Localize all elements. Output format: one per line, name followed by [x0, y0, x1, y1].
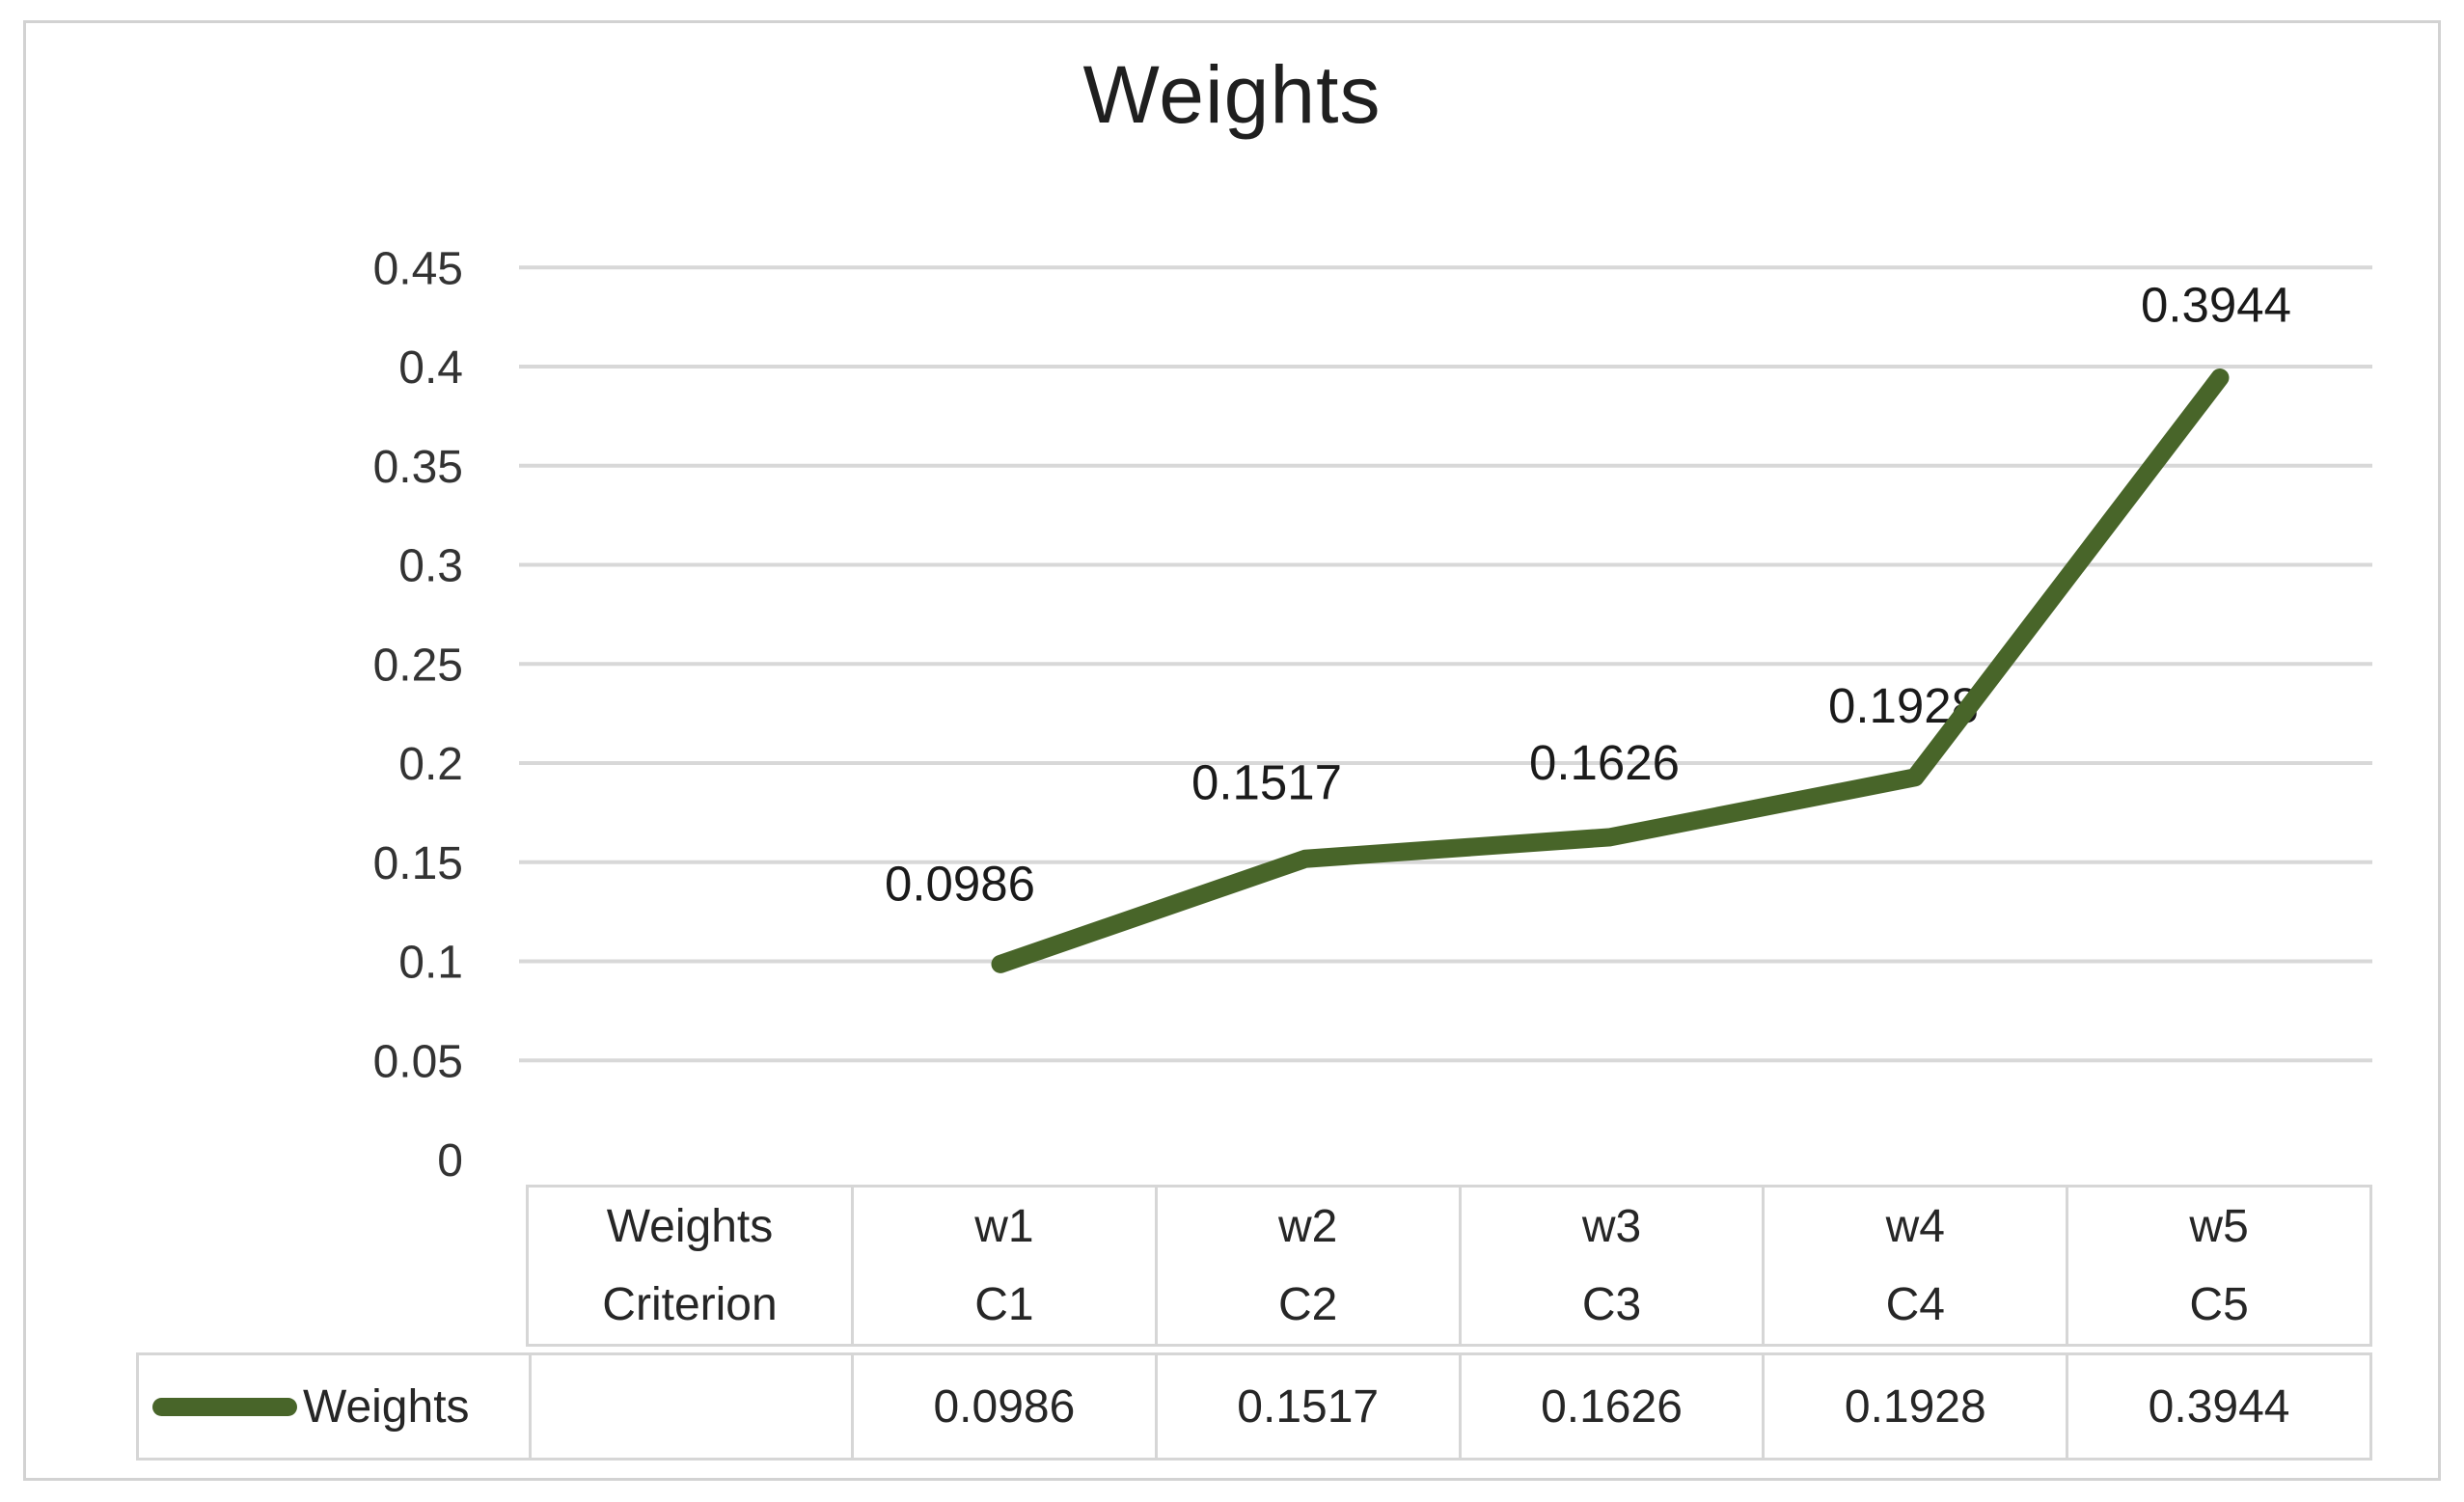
table-category-cell: w4: [1762, 1188, 2066, 1266]
table-category-cell: C1: [851, 1266, 1155, 1344]
data-label: 0.1517: [1191, 754, 1342, 809]
y-axis-tick-label: 0.25: [373, 640, 463, 691]
data-table-series-row: Weights 0.0986 0.1517 0.1626 0.1928 0.3944: [136, 1352, 2372, 1461]
table-value-cell: 0.1928: [1762, 1355, 2066, 1458]
table-category-cell: w5: [2066, 1188, 2369, 1266]
table-category-cell: w3: [1458, 1188, 1763, 1266]
table-value-cell: 0.1626: [1458, 1355, 1763, 1458]
legend-line-swatch: [152, 1397, 297, 1416]
weights-series-line: [991, 369, 2230, 973]
table-empty-cell: [529, 1355, 851, 1458]
table-category-cell: w1: [851, 1188, 1155, 1266]
y-axis-tick-label: 0.35: [373, 442, 463, 493]
table-value-cell: 0.3944: [2066, 1355, 2369, 1458]
y-axis-tick-label: 0.3: [398, 541, 463, 592]
y-axis-tick-label: 0.1: [398, 938, 463, 989]
table-row-header-cell: Criterion: [602, 1279, 778, 1330]
table-category-cell: C3: [1458, 1266, 1763, 1344]
table-category-cell: C5: [2066, 1266, 2369, 1344]
table-category-cell: w2: [1154, 1188, 1459, 1266]
y-axis-tick-label: 0: [437, 1135, 463, 1187]
table-row-header-cell: Weights: [606, 1201, 774, 1252]
y-axis-tick-label: 0.15: [373, 838, 463, 889]
table-value-cell: 0.0986: [851, 1355, 1155, 1458]
data-label: 0.1626: [1529, 735, 1680, 790]
legend-series-label: Weights: [303, 1380, 470, 1433]
table-value-cell: 0.1517: [1154, 1355, 1459, 1458]
y-axis-tick-label: 0.2: [398, 739, 463, 790]
legend-key-cell: Weights: [139, 1355, 529, 1458]
data-label: 0.0986: [885, 856, 1035, 911]
chart-title: Weights: [1082, 49, 1382, 140]
table-category-cell: C2: [1154, 1266, 1459, 1344]
y-axis-tick-label: 0.45: [373, 243, 463, 294]
data-label: 0.3944: [2141, 278, 2291, 333]
table-category-cell: C4: [1762, 1266, 2066, 1344]
y-axis-tick-label: 0.05: [373, 1036, 463, 1087]
data-table-header-rows: Weights w1 w2 w3 w4 w5 Criterion C1 C2 C3 C4 C5: [526, 1185, 2372, 1347]
y-axis-tick-label: 0.4: [398, 342, 463, 394]
